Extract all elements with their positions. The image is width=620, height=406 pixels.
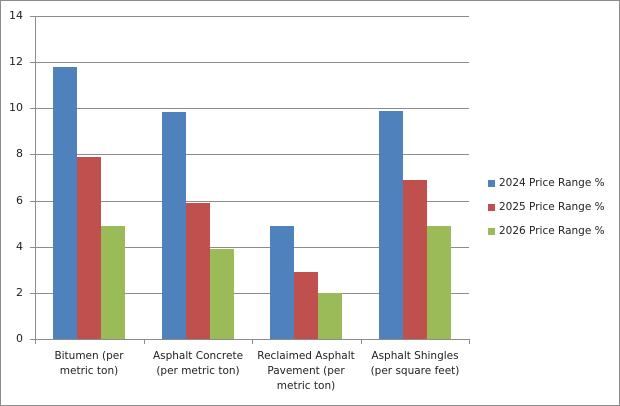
y-tick-label: 14 [9, 9, 23, 22]
gridline [35, 293, 469, 294]
legend-item: 2025 Price Range % [488, 195, 605, 219]
gridline [35, 201, 469, 202]
bar-2025-0 [77, 157, 101, 339]
legend: 2024 Price Range % 2025 Price Range % 2026… [488, 171, 605, 243]
x-category-label: Reclaimed Asphalt Pavement (per metric ton… [257, 350, 355, 392]
y-tick-label: 6 [16, 194, 23, 207]
legend-label: 2025 Price Range % [499, 201, 605, 213]
gridline [35, 108, 469, 109]
legend-item: 2024 Price Range % [488, 171, 605, 195]
y-tick [30, 339, 35, 340]
y-tick [30, 62, 35, 63]
plot-area [30, 16, 470, 344]
x-tick [35, 339, 36, 344]
legend-label: 2026 Price Range % [499, 225, 605, 237]
y-tick [30, 201, 35, 202]
x-tick [469, 339, 470, 344]
bar-2024-2 [270, 226, 294, 339]
y-tick-label: 10 [9, 101, 23, 114]
x-category-label: Asphalt Shingles (per square feet) [370, 350, 460, 377]
gridline [35, 16, 469, 17]
legend-item: 2026 Price Range % [488, 219, 605, 243]
bar-2026-3 [427, 226, 451, 339]
y-axis-line [35, 16, 36, 339]
y-tick-label: 2 [16, 286, 23, 299]
bar-2024-3 [379, 111, 403, 339]
gridline [35, 62, 469, 63]
gridline [35, 154, 469, 155]
legend-swatch-icon [488, 227, 495, 235]
bar-2024-1 [162, 112, 186, 339]
legend-label: 2024 Price Range % [499, 177, 605, 189]
bar-2025-1 [186, 203, 210, 339]
legend-swatch-icon [488, 203, 495, 211]
bar-2025-3 [403, 180, 427, 339]
gridline [35, 247, 469, 248]
x-tick [144, 339, 145, 344]
y-tick [30, 293, 35, 294]
x-category-label: Asphalt Concrete (per metric ton) [152, 350, 244, 377]
y-tick-label: 12 [9, 55, 23, 68]
bar-2026-1 [210, 249, 234, 339]
y-tick-label: 4 [16, 240, 23, 253]
y-tick [30, 16, 35, 17]
x-tick [361, 339, 362, 344]
y-tick-label: 0 [16, 332, 23, 345]
bar-2025-2 [294, 272, 318, 339]
bar-2026-2 [318, 293, 342, 339]
y-tick [30, 247, 35, 248]
x-category-label: Bitumen (per metric ton) [54, 350, 124, 377]
bar-2026-0 [101, 226, 125, 339]
y-tick [30, 154, 35, 155]
x-tick [252, 339, 253, 344]
y-tick [30, 108, 35, 109]
bar-2024-0 [53, 67, 77, 339]
y-tick-label: 8 [16, 147, 23, 160]
legend-swatch-icon [488, 179, 495, 187]
